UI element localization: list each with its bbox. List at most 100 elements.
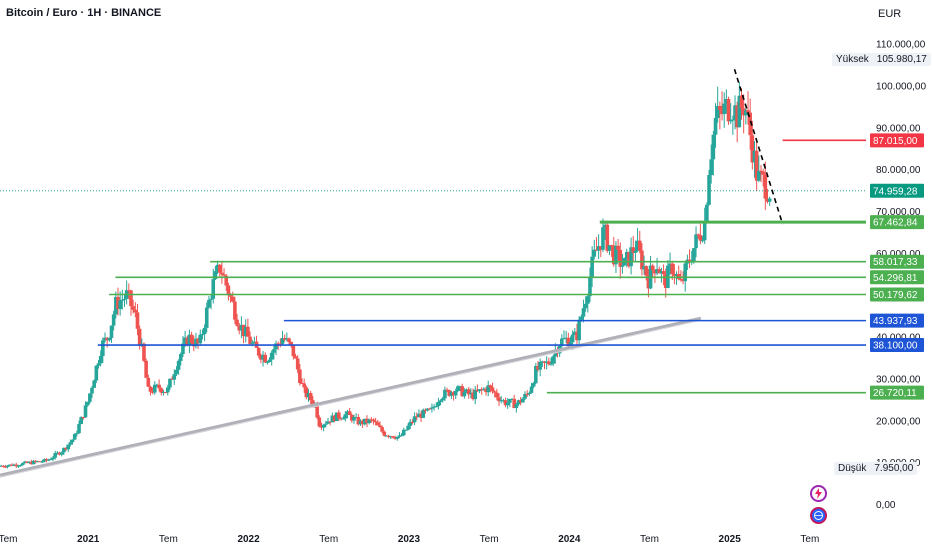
low-value: 7.950,00 <box>874 463 914 474</box>
candle-body <box>226 285 231 296</box>
candle-body <box>663 274 668 288</box>
candle-body <box>358 420 363 425</box>
candle-body <box>148 386 153 392</box>
candle-body <box>375 422 380 426</box>
candle-body <box>198 334 203 344</box>
candle-body <box>285 338 289 340</box>
candle-body <box>133 309 138 313</box>
candle-body <box>514 404 519 409</box>
candle-body <box>146 377 151 387</box>
candle-body <box>508 398 512 403</box>
globe-icon[interactable] <box>810 507 827 524</box>
candle-body <box>579 316 584 320</box>
candle-body <box>49 459 53 461</box>
annotation-lines <box>0 69 866 478</box>
candle-body <box>644 266 649 276</box>
candle-body <box>189 334 194 343</box>
price-tick-label: 80.000,00 <box>876 165 921 176</box>
candle-body <box>393 437 397 439</box>
candle-body <box>44 459 49 461</box>
candle-body <box>609 245 614 247</box>
candle-body <box>75 433 79 435</box>
time-tick-label: Tem <box>159 534 178 545</box>
candle-body <box>319 426 324 428</box>
candle-body <box>88 393 92 402</box>
price-level-label: 67.462,84 <box>870 215 924 230</box>
lightning-icon[interactable] <box>810 485 827 502</box>
candle-body <box>668 263 672 266</box>
candle-body <box>94 365 99 381</box>
candle-body <box>540 361 545 363</box>
candle-body <box>707 174 711 205</box>
candle-body <box>471 392 475 400</box>
candle-body <box>293 356 298 359</box>
candle-body <box>315 403 319 418</box>
candle-body <box>670 263 675 275</box>
candle-body <box>544 361 549 363</box>
candle-body <box>332 415 337 422</box>
candle-body <box>7 464 12 466</box>
candle-body <box>176 360 181 370</box>
candle-body <box>250 342 255 344</box>
candle-body <box>373 421 378 423</box>
candle-body <box>181 343 185 355</box>
candle-body <box>767 198 772 202</box>
candle-body <box>534 365 538 384</box>
candle-body <box>718 106 722 110</box>
time-axis[interactable]: Tem 2021 Tem 2022 Tem 2023 Tem 2024 Tem 2025 Tem <box>0 534 819 545</box>
candle-body <box>187 334 192 346</box>
candle-body <box>289 341 293 345</box>
candle-body <box>51 457 55 460</box>
candle-body <box>291 344 296 357</box>
candle-body <box>127 290 131 292</box>
candle-body <box>436 401 441 407</box>
candle-body <box>640 250 644 270</box>
price-level-label: 50.179,62 <box>870 287 924 302</box>
candle-body <box>614 245 618 265</box>
candle-body <box>5 465 10 467</box>
candle-body <box>432 406 436 408</box>
candle-body <box>72 434 77 440</box>
candle-body <box>263 354 268 363</box>
time-tick-label: 2024 <box>558 534 581 545</box>
candle-body <box>757 170 761 181</box>
candle-body <box>726 98 731 122</box>
candle-body <box>168 378 172 388</box>
candle-body <box>488 385 493 388</box>
candle-body <box>246 326 250 337</box>
candle-body <box>635 240 640 251</box>
candle-body <box>585 296 590 304</box>
candle-body <box>659 271 664 274</box>
candle-body <box>440 398 445 401</box>
price-tick-label: 30.000,00 <box>876 374 921 385</box>
svg-text:74.959,28: 74.959,28 <box>873 186 918 197</box>
time-tick-label: 2022 <box>237 534 260 545</box>
trendline-shadow <box>0 319 701 478</box>
candle-body <box>466 389 471 395</box>
candle-body <box>40 461 45 463</box>
candle-body <box>129 290 133 307</box>
candle-body <box>324 423 328 425</box>
candle-body <box>159 388 164 393</box>
candle-body <box>709 159 714 175</box>
candle-body <box>733 105 737 120</box>
candle-body <box>276 343 281 345</box>
candle-body <box>501 400 506 402</box>
candle-body <box>423 409 428 411</box>
currency-label[interactable]: EUR <box>878 8 902 20</box>
candle-body <box>399 435 404 437</box>
candle-body <box>477 389 482 392</box>
symbol-title[interactable]: Bitcoin / Euro · 1H · BINANCE <box>6 7 162 19</box>
candle-body <box>447 390 452 396</box>
price-tick-label: 60.000,00 <box>876 249 921 260</box>
candle-body <box>443 389 447 399</box>
candle-body <box>549 363 553 365</box>
candle-body <box>354 417 358 419</box>
candle-body <box>341 418 345 420</box>
candle-body <box>170 378 174 380</box>
candle-body <box>137 328 142 346</box>
candle-body <box>380 427 384 432</box>
candle-body <box>627 251 631 267</box>
candle-body <box>698 235 703 241</box>
